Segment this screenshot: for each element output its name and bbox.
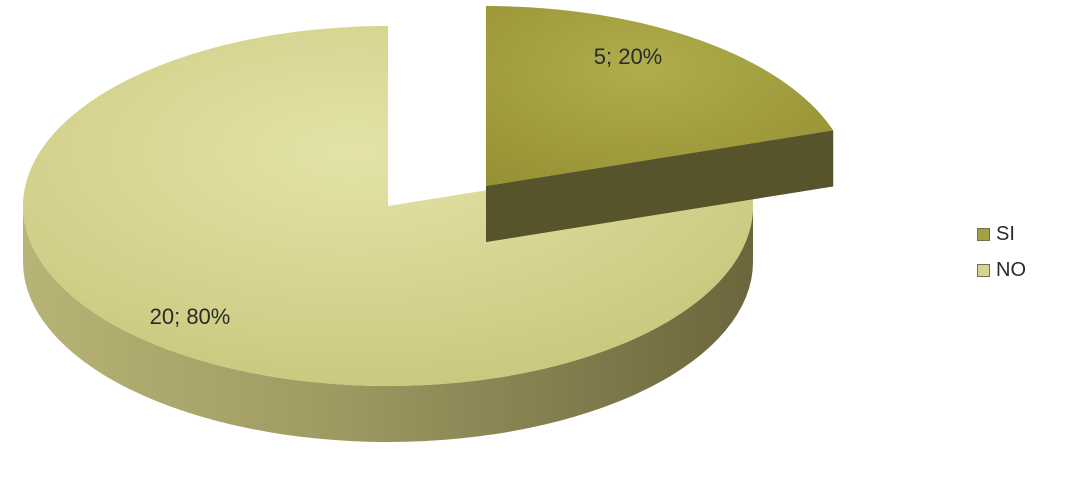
legend-label-si: SI	[996, 222, 1015, 245]
data-label-si: 5; 20%	[594, 44, 663, 69]
legend-label-no: NO	[996, 258, 1026, 281]
slice-no-side	[23, 206, 753, 442]
legend: SI NO	[977, 216, 1026, 288]
data-label-no: 20; 80%	[150, 304, 231, 329]
slice-si-front	[486, 130, 834, 242]
legend-swatch-no	[977, 263, 990, 277]
slice-si	[486, 6, 834, 186]
legend-swatch-si	[977, 227, 990, 241]
legend-item-si: SI	[977, 216, 1026, 252]
slice-no	[23, 26, 754, 386]
legend-item-no: NO	[977, 252, 1026, 288]
